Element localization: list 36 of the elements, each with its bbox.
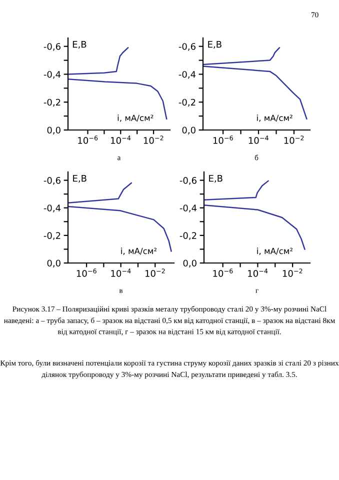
y-tick-label: -0,6	[178, 43, 196, 51]
x-axis-title: i, мА/см²	[257, 114, 292, 122]
y-tick-label: 0,0	[47, 126, 60, 134]
y-tick-label: -0,4	[44, 70, 61, 79]
y-axis-title: E,B	[209, 175, 222, 183]
x-tick-label: 10$^{−4}$	[111, 268, 131, 277]
x-tick-label: 10$^{−4}$	[248, 136, 268, 144]
y-tick-label: 0,0	[47, 260, 60, 268]
y-tick-label: -0,2	[44, 232, 60, 240]
y-tick-label: 0,0	[182, 126, 196, 134]
x-tick-label: 10$^{−6}$	[76, 268, 96, 277]
x-tick-label: 10$^{−6}$	[213, 136, 233, 144]
y-tick-label: -0,2	[180, 232, 196, 240]
x-tick-label: 10$^{−2}$	[144, 136, 164, 144]
y-axis-title: E,B	[208, 41, 222, 49]
x-tick-label: 10$^{−4}$	[248, 268, 268, 277]
y-tick-label: -0,2	[178, 98, 196, 107]
x-tick-label: 10$^{−2}$	[146, 268, 165, 277]
y-tick-label: -0,4	[180, 204, 197, 212]
x-tick-label: 10$^{−2}$	[282, 268, 302, 277]
x-tick-label: 10$^{−2}$	[284, 136, 304, 144]
x-axis-title: i, мА/см²	[118, 114, 154, 122]
y-tick-label: -0,6	[44, 177, 60, 185]
x-axis-title: i, мА/см²	[121, 248, 157, 255]
y-tick-label: -0,4	[178, 70, 196, 79]
y-axis-title: E,B	[72, 41, 86, 49]
y-tick-label: -0,4	[44, 204, 61, 212]
x-axis-title: i, мА/см²	[257, 248, 293, 255]
x-tick-label: 10$^{−4}$	[111, 136, 131, 144]
y-tick-label: 0,0	[183, 260, 196, 268]
y-tick-label: -0,2	[44, 98, 60, 107]
x-tick-label: 10$^{−6}$	[213, 268, 233, 277]
y-axis-title: E,B	[73, 175, 86, 183]
y-tick-label: -0,6	[180, 177, 196, 185]
x-tick-label: 10$^{−6}$	[78, 136, 98, 144]
y-tick-label: -0,6	[44, 43, 60, 51]
